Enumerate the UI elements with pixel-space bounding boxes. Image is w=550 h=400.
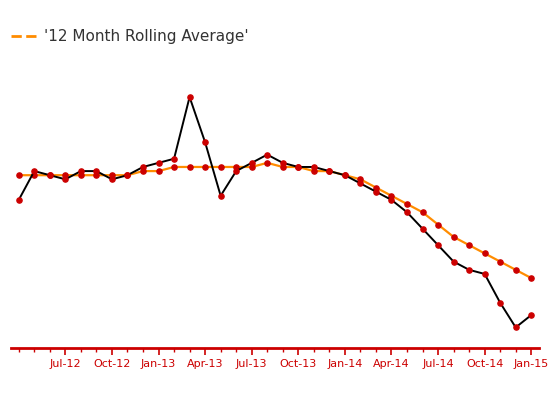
Point xyxy=(263,160,272,166)
Point xyxy=(310,164,318,170)
Point xyxy=(465,242,474,248)
Point xyxy=(14,172,23,178)
Point xyxy=(418,209,427,216)
Point xyxy=(154,168,163,174)
Point xyxy=(30,172,38,178)
Point xyxy=(527,312,536,318)
Point xyxy=(139,164,147,170)
Point xyxy=(263,152,272,158)
Point xyxy=(512,267,520,273)
Point xyxy=(139,168,147,174)
Point xyxy=(46,172,54,178)
Point xyxy=(372,188,381,195)
Point xyxy=(340,172,349,178)
Point xyxy=(76,168,85,174)
Point xyxy=(496,258,504,265)
Point xyxy=(433,242,442,248)
Point xyxy=(108,172,117,178)
Point xyxy=(92,172,101,178)
Point xyxy=(46,172,54,178)
Point xyxy=(123,172,132,178)
Point xyxy=(169,156,178,162)
Point xyxy=(232,164,240,170)
Point xyxy=(169,164,178,170)
Point xyxy=(278,160,287,166)
Point xyxy=(248,160,256,166)
Point xyxy=(216,164,225,170)
Point xyxy=(403,209,411,216)
Point xyxy=(433,221,442,228)
Point xyxy=(278,164,287,170)
Point xyxy=(294,164,302,170)
Text: '12 Month Rolling Average': '12 Month Rolling Average' xyxy=(44,28,249,44)
Point xyxy=(356,176,365,182)
Point xyxy=(418,226,427,232)
Point xyxy=(512,324,520,331)
Point xyxy=(61,172,70,178)
Point xyxy=(449,234,458,240)
Point xyxy=(232,168,240,174)
Point xyxy=(14,197,23,203)
Point xyxy=(185,94,194,100)
Point xyxy=(527,275,536,281)
Point xyxy=(496,300,504,306)
Point xyxy=(154,160,163,166)
Point xyxy=(403,201,411,207)
Point xyxy=(216,192,225,199)
Point xyxy=(387,192,396,199)
Point xyxy=(294,164,302,170)
Point xyxy=(201,164,210,170)
Point xyxy=(340,172,349,178)
Point xyxy=(310,168,318,174)
Point xyxy=(108,176,117,182)
Point xyxy=(387,197,396,203)
Point xyxy=(449,258,458,265)
Point xyxy=(30,168,38,174)
Point xyxy=(201,139,210,146)
Point xyxy=(123,172,132,178)
Point xyxy=(480,271,489,277)
Point xyxy=(325,168,334,174)
Point xyxy=(325,168,334,174)
Point xyxy=(480,250,489,256)
Point xyxy=(356,180,365,187)
Point xyxy=(76,172,85,178)
Point xyxy=(248,164,256,170)
Point xyxy=(372,184,381,191)
Point xyxy=(61,176,70,182)
Point xyxy=(465,267,474,273)
Point xyxy=(185,164,194,170)
Point xyxy=(92,168,101,174)
